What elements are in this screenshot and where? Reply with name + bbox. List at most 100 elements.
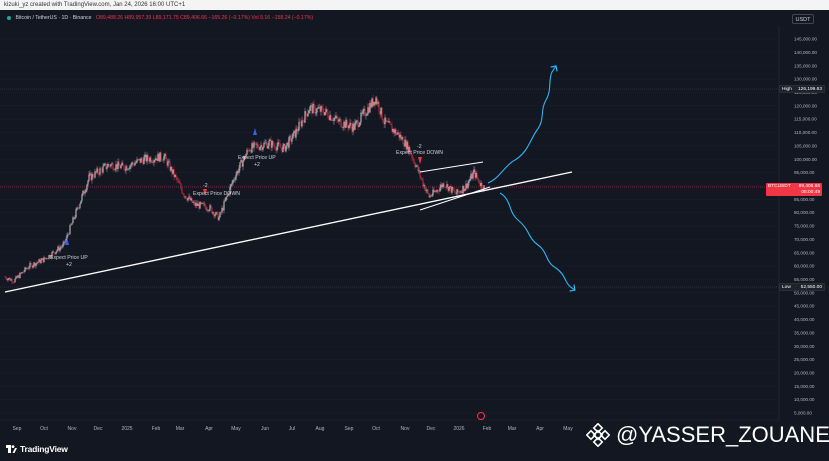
candle-body xyxy=(355,121,357,123)
candle-body xyxy=(124,169,126,171)
candle-body xyxy=(366,114,368,116)
candle-body xyxy=(428,193,430,198)
currency-selector[interactable]: USDT xyxy=(792,14,814,24)
candle-body xyxy=(152,161,154,163)
annotation-expect-up-1[interactable]: Expect Price UP +2 xyxy=(50,238,88,268)
candle-body xyxy=(383,122,385,125)
candle-body xyxy=(37,262,39,263)
candle-body xyxy=(59,247,61,251)
candle-body xyxy=(182,193,184,195)
candle-body xyxy=(112,163,114,170)
attribution-bar: kizuki_yz created with TradingView.com, … xyxy=(0,0,829,10)
candle-body xyxy=(322,107,324,113)
candle-body xyxy=(7,278,9,281)
price-tick-label: 110,000.00 xyxy=(794,130,817,135)
candle-body xyxy=(62,243,64,247)
candle-body xyxy=(257,144,259,148)
candle-body xyxy=(477,177,479,180)
bullish-projection-path[interactable] xyxy=(487,66,556,184)
annotation-expect-down-2[interactable]: -2 Expect Price DOWN xyxy=(396,144,443,164)
candle-body xyxy=(181,188,183,194)
time-tick-label: Nov xyxy=(401,426,410,432)
candle-body xyxy=(358,125,360,127)
candle-body xyxy=(133,163,135,166)
candle-body xyxy=(201,202,203,204)
arrow-up-icon xyxy=(65,238,69,245)
price-tick-label: 95,000.00 xyxy=(794,170,815,175)
candle-body xyxy=(102,166,104,173)
candle-body xyxy=(435,191,437,192)
annotation-expect-down-1[interactable]: -2 Expect Price DOWN xyxy=(193,183,240,197)
candle-body xyxy=(373,101,375,106)
price-axis[interactable]: 145,000.00 140,000.00 135,000.00 130,000.00… xyxy=(794,37,817,416)
candle-body xyxy=(349,122,351,126)
price-tick-label: 20,000.00 xyxy=(794,371,815,376)
candle-body xyxy=(134,163,136,166)
candle-body xyxy=(126,166,128,170)
candle-body xyxy=(179,183,181,185)
symbol-legend[interactable]: Bitcoin / TetherUS · 1D · Binance O89,48… xyxy=(4,14,313,23)
candle-body xyxy=(110,164,112,167)
candle-body xyxy=(362,110,364,114)
candle-body xyxy=(86,184,88,190)
candle-body xyxy=(289,136,291,138)
candle-body xyxy=(222,207,224,211)
candle-body xyxy=(452,186,454,191)
candle-body xyxy=(312,103,314,114)
candle-body xyxy=(336,116,338,119)
event-marker-icon[interactable] xyxy=(477,412,485,420)
candle-body xyxy=(242,160,244,167)
candle-body xyxy=(280,147,282,148)
candle-body xyxy=(35,263,37,267)
candle-body xyxy=(71,223,73,225)
candle-body xyxy=(189,196,191,201)
candle-body xyxy=(72,217,74,224)
candle-body xyxy=(432,189,434,196)
candle-body xyxy=(379,111,381,115)
candle-body xyxy=(114,169,116,170)
wedge-lower-line[interactable] xyxy=(419,186,491,211)
candle-body xyxy=(25,267,27,270)
candle-body xyxy=(310,105,312,107)
candle-body xyxy=(56,250,58,252)
wedge-upper-line[interactable] xyxy=(419,161,484,173)
time-tick-label: Dec xyxy=(94,426,103,432)
candle-body xyxy=(156,158,158,161)
price-tick-label: 5,000.00 xyxy=(794,411,812,416)
candle-body xyxy=(236,170,238,175)
bearish-projection-path[interactable] xyxy=(499,192,575,290)
candle-body xyxy=(117,161,119,170)
annotation-expect-up-2[interactable]: Expect Price UP +2 xyxy=(238,128,276,168)
tradingview-logo[interactable]: TradingView xyxy=(6,443,68,455)
candle-body xyxy=(208,210,210,211)
candle-body xyxy=(136,159,138,163)
time-tick-label: Jul xyxy=(289,426,295,432)
candle-body xyxy=(58,246,60,251)
price-tick-label: 30,000.00 xyxy=(794,344,815,349)
time-axis[interactable]: Sep Oct Nov Dec 2025 Feb Mar Apr May Jun Jul Aug Sep… xyxy=(13,426,574,432)
candle-body xyxy=(99,168,101,175)
candle-body xyxy=(305,111,307,115)
candle-body xyxy=(402,137,404,145)
candle-body xyxy=(352,123,354,132)
candle-body xyxy=(466,183,468,189)
candle-body xyxy=(320,106,322,112)
candle-body xyxy=(95,171,97,173)
candle-body xyxy=(303,120,305,123)
candle-body xyxy=(351,126,353,132)
candle-body xyxy=(443,183,445,187)
high-price-tag: High 126,199.63 xyxy=(779,85,825,93)
candle-body xyxy=(260,145,262,148)
candle-body xyxy=(87,180,89,185)
candle-body xyxy=(215,212,217,215)
long-term-trendline[interactable] xyxy=(4,171,573,293)
candle-body xyxy=(343,121,345,128)
candle-body xyxy=(116,164,118,170)
candle-body xyxy=(120,165,122,169)
candle-body xyxy=(45,257,47,259)
low-price-tag: Low 52,550.00 xyxy=(779,283,825,291)
attribution-text: kizuki_yz created with TradingView.com, … xyxy=(4,2,186,8)
candle-body xyxy=(454,190,456,194)
candle-body xyxy=(149,157,151,162)
